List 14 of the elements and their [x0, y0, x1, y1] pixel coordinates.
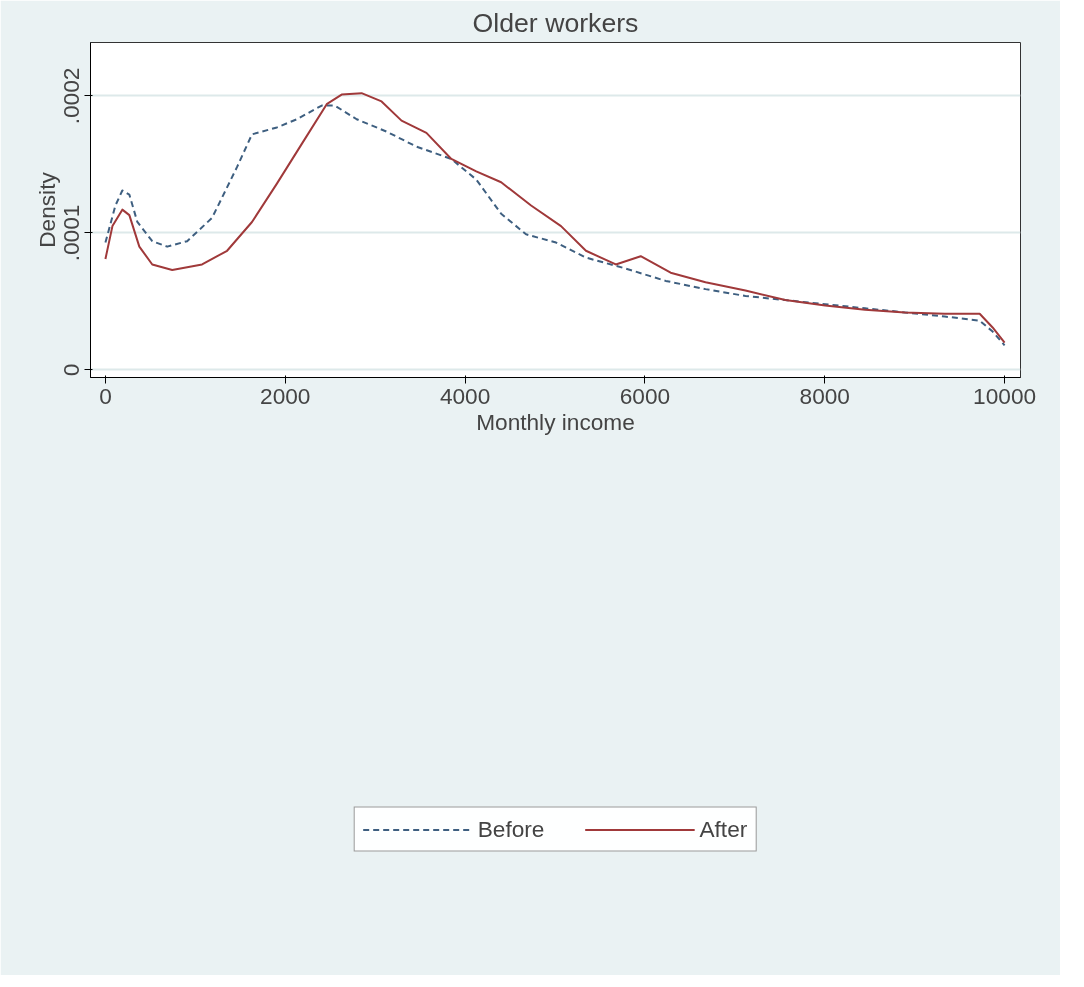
x-tick-label: 8000 — [799, 382, 850, 409]
x-tick-label: 10000 — [973, 382, 1037, 409]
x-tick-label: 2000 — [260, 382, 311, 409]
legend-label: After — [699, 815, 748, 843]
x-axis-title: Monthly income — [476, 408, 635, 435]
x-tick-label: 0 — [99, 382, 112, 409]
y-tick-label: .0002 — [58, 67, 85, 125]
x-tick-label: 4000 — [439, 382, 491, 409]
y-tick-label: 0 — [58, 363, 85, 377]
x-tick-label: 6000 — [619, 382, 671, 409]
legend-label: Before — [477, 815, 545, 843]
chart-title: Older workers — [472, 7, 639, 38]
y-tick-label: .0001 — [58, 204, 85, 262]
y-axis-title: Density — [33, 171, 60, 248]
